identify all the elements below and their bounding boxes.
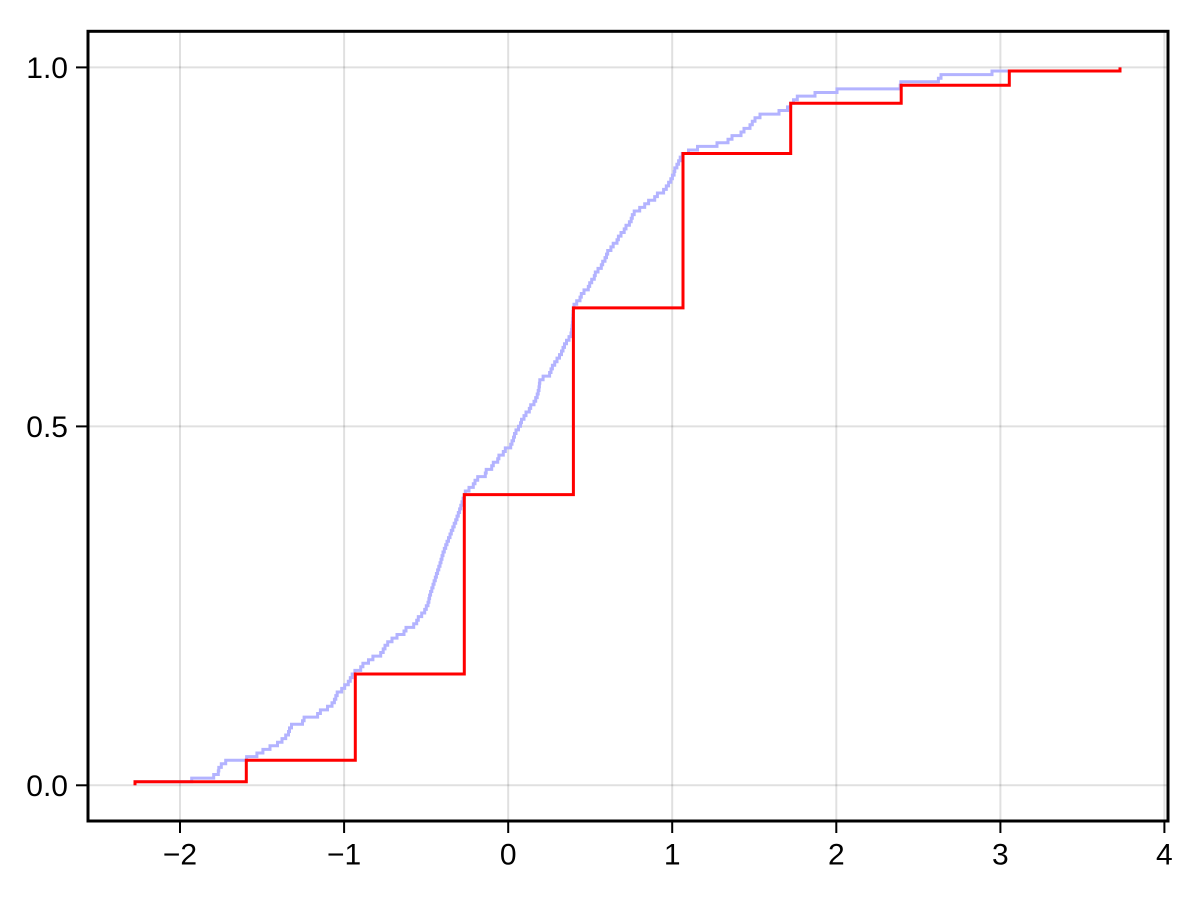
svg-text:0.0: 0.0	[26, 770, 68, 803]
svg-text:4: 4	[1156, 839, 1173, 872]
svg-text:0: 0	[500, 839, 517, 872]
svg-text:3: 3	[992, 839, 1009, 872]
svg-text:1.0: 1.0	[26, 52, 68, 85]
svg-text:0.5: 0.5	[26, 411, 68, 444]
svg-text:1: 1	[664, 839, 681, 872]
svg-text:−1: −1	[327, 839, 361, 872]
svg-text:2: 2	[828, 839, 845, 872]
svg-text:−2: −2	[163, 839, 197, 872]
